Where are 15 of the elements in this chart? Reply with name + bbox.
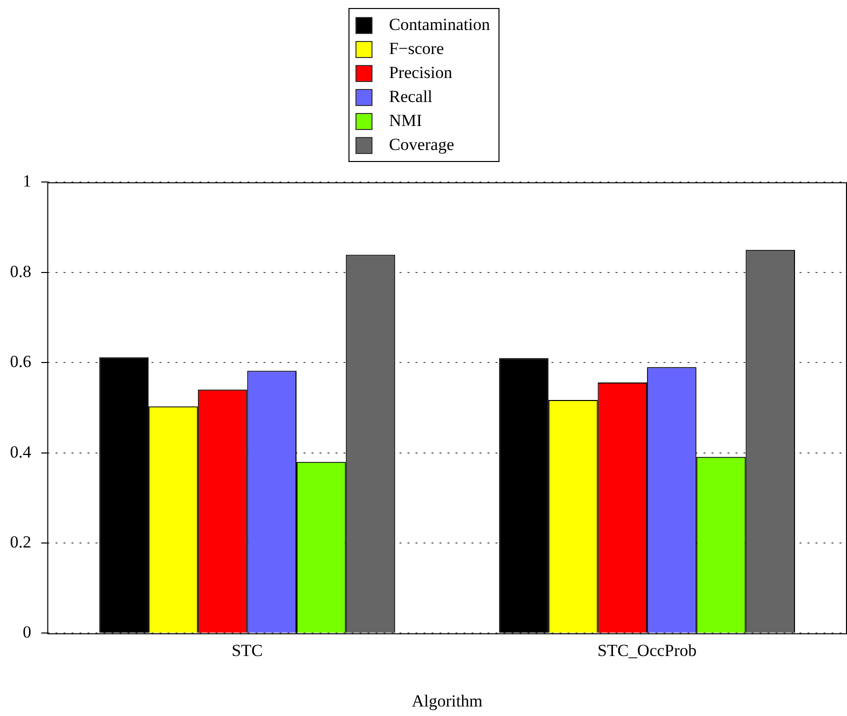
legend-label: Contamination (388, 14, 490, 36)
legend-label: Recall (388, 86, 432, 108)
x-axis-title: Algorithm (412, 691, 483, 710)
x-tick-label: STC_OccProb (597, 640, 697, 660)
x-tick-label: STC (232, 640, 263, 660)
y-tick-label: 0 (22, 622, 32, 642)
legend-label: Precision (388, 62, 452, 84)
y-tick-label: 0.4 (10, 442, 32, 462)
legend-label: Coverage (388, 134, 454, 156)
y-tick-label: 1 (22, 172, 32, 191)
legend-label: NMI (388, 110, 422, 132)
y-tick-label: 0.2 (10, 532, 32, 552)
legend-label: F−score (388, 38, 444, 60)
y-tick-label: 0.6 (10, 352, 32, 372)
y-tick-label: 0.8 (10, 262, 32, 281)
